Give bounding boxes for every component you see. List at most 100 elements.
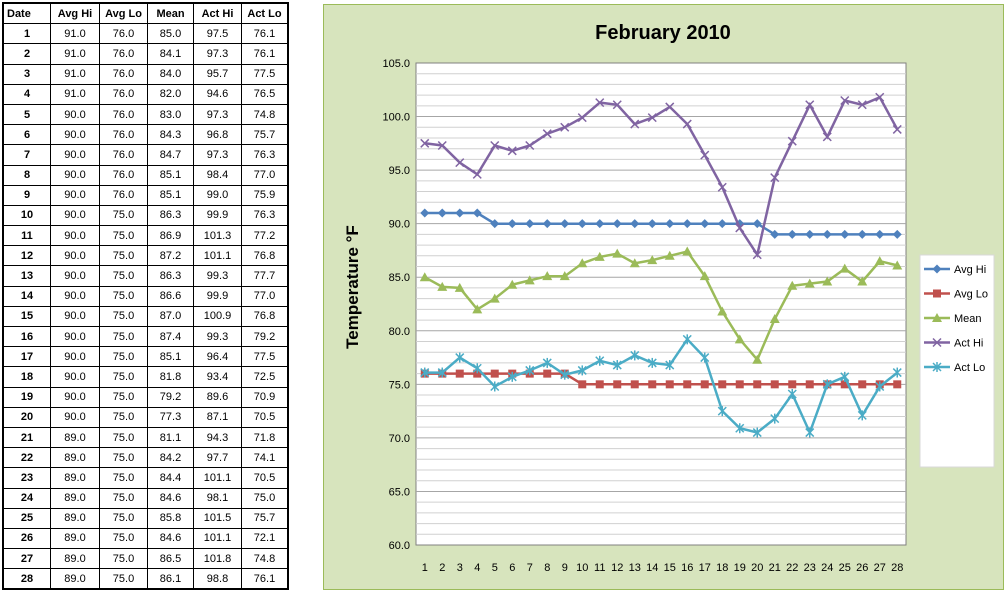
- data-point-avg-lo: [753, 380, 762, 389]
- x-tick-label: 7: [527, 562, 533, 574]
- data-point-act-hi: [700, 150, 710, 160]
- data-point-act-lo: [612, 360, 622, 371]
- table-row: 9 90.0 76.0 85.1 99.0 75.9: [2, 184, 289, 206]
- table-cell: 87.1: [193, 406, 242, 428]
- table-cell: 90.0: [50, 103, 100, 126]
- data-point-act-lo: [630, 350, 640, 361]
- table-row: 18 90.0 75.0 81.8 93.4 72.5: [2, 366, 289, 388]
- table-cell: 99.3: [193, 265, 242, 287]
- table-cell: 89.0: [50, 447, 100, 469]
- table-cell: 75.0: [99, 467, 148, 489]
- header-date: Date: [2, 2, 51, 25]
- data-point-mean: [559, 271, 570, 281]
- table-cell: 86.9: [147, 225, 194, 247]
- data-point-act-hi: [665, 102, 675, 112]
- data-point-avg-lo: [543, 369, 552, 378]
- header-act-lo: Act Lo: [241, 2, 289, 25]
- data-point-act-lo: [735, 423, 745, 434]
- table-cell: 74.1: [241, 447, 289, 469]
- data-point-mean: [629, 258, 640, 268]
- data-point-mean: [437, 281, 448, 291]
- table-cell: 76.3: [241, 204, 289, 227]
- table-cell: 97.3: [193, 144, 242, 166]
- data-point-act-hi: [752, 250, 762, 260]
- table-cell: 87.4: [147, 325, 194, 348]
- data-point-mean: [507, 279, 518, 289]
- table-cell: 90.0: [50, 406, 100, 428]
- table-row: 2 91.0 76.0 84.1 97.3 76.1: [2, 43, 289, 65]
- table-row: 19 90.0 75.0 79.2 89.6 70.9: [2, 386, 289, 408]
- table-cell-date: 8: [2, 164, 51, 186]
- table-cell: 90.0: [50, 124, 100, 146]
- table-cell: 77.0: [241, 285, 289, 307]
- table-cell: 100.9: [193, 305, 242, 328]
- table-cell-date: 2: [2, 43, 51, 65]
- data-point-avg-hi: [437, 208, 447, 218]
- table-cell: 90.0: [50, 225, 100, 247]
- data-point-avg-lo: [683, 380, 692, 389]
- table-cell: 101.5: [193, 507, 242, 529]
- table-cell: 90.0: [50, 204, 100, 227]
- data-point-avg-lo: [788, 380, 797, 389]
- table-cell: 97.7: [193, 447, 242, 469]
- table-cell: 75.9: [241, 184, 289, 206]
- series-line-act-hi: [424, 95, 899, 258]
- table-cell: 85.0: [147, 23, 194, 45]
- data-point-act-lo: [682, 334, 692, 345]
- table-cell: 94.3: [193, 426, 242, 449]
- data-point-avg-lo: [648, 380, 657, 389]
- table-cell: 89.0: [50, 527, 100, 550]
- data-point-act-hi: [892, 124, 902, 134]
- table-cell: 87.2: [147, 245, 194, 267]
- data-point-act-lo: [595, 355, 605, 366]
- data-point-avg-hi: [455, 208, 465, 218]
- table-row: 5 90.0 76.0 83.0 97.3 74.8: [2, 103, 289, 126]
- table-row: 21 89.0 75.0 81.1 94.3 71.8: [2, 426, 289, 449]
- data-point-avg-hi: [682, 219, 692, 229]
- table-cell: 75.0: [99, 548, 148, 570]
- data-point-avg-hi: [770, 229, 780, 239]
- data-point-act-lo: [892, 367, 902, 378]
- data-point-avg-lo: [858, 380, 867, 389]
- table-row: 11 90.0 75.0 86.9 101.3 77.2: [2, 225, 289, 247]
- table-cell: 76.0: [99, 184, 148, 206]
- table-cell: 76.0: [99, 63, 148, 85]
- table-cell: 76.5: [241, 83, 289, 105]
- table-row: 1 91.0 76.0 85.0 97.5 76.1: [2, 23, 289, 45]
- table-cell: 75.0: [99, 487, 148, 509]
- series-line-mean: [424, 250, 898, 363]
- data-point-mean: [787, 280, 798, 290]
- data-point-mean: [752, 354, 763, 364]
- data-point-mean: [699, 271, 710, 281]
- table-cell: 70.5: [241, 467, 289, 489]
- data-point-avg-hi: [717, 219, 727, 229]
- x-tick-label: 27: [874, 562, 886, 574]
- table-cell: 95.7: [193, 63, 242, 85]
- data-point-act-hi: [577, 113, 587, 123]
- table-cell: 90.0: [50, 245, 100, 267]
- table-cell-date: 1: [2, 23, 51, 45]
- data-point-mean: [577, 258, 588, 268]
- table-row: 10 90.0 75.0 86.3 99.9 76.3: [2, 204, 289, 227]
- table-cell: 97.5: [193, 23, 242, 45]
- data-point-avg-hi: [525, 219, 535, 229]
- table-cell: 75.0: [99, 346, 148, 368]
- table-cell: 76.8: [241, 245, 289, 267]
- data-point-mean: [664, 250, 675, 260]
- data-point-mean: [874, 256, 885, 266]
- chart-svg: February 2010 Temperature °F 60.0 65.0 70.…: [343, 22, 995, 574]
- table-cell: 84.2: [147, 447, 194, 469]
- table-cell: 101.1: [193, 467, 242, 489]
- x-tick-label: 12: [611, 562, 623, 574]
- table-cell: 91.0: [50, 83, 100, 105]
- x-tick-label: 24: [821, 562, 833, 574]
- data-point-act-hi: [542, 129, 552, 139]
- table-cell: 98.4: [193, 164, 242, 186]
- table-cell-date: 22: [2, 447, 51, 469]
- data-point-avg-lo: [770, 380, 779, 389]
- y-tick-label: 60.0: [389, 540, 410, 552]
- data-point-act-hi: [560, 122, 570, 132]
- x-tick-label: 22: [786, 562, 798, 574]
- x-tick-label: 10: [576, 562, 588, 574]
- table-cell: 77.7: [241, 265, 289, 287]
